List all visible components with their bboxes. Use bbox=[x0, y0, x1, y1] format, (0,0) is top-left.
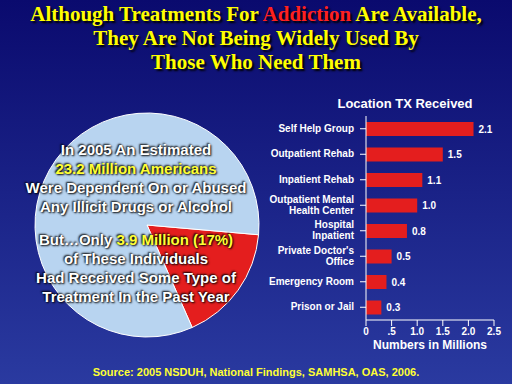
svg-text:Self Help Group: Self Help Group bbox=[278, 122, 354, 133]
html-text:Location TX Received: Location TX Received bbox=[337, 96, 473, 111]
html-text:But…Only 3.9 Million (17%): But…Only 3.9 Million (17%) bbox=[38, 231, 234, 248]
svg-text:0.8: 0.8 bbox=[412, 226, 426, 237]
svg-text:0.4: 0.4 bbox=[391, 277, 405, 288]
svg-text:Inpatient Rehab: Inpatient Rehab bbox=[279, 173, 354, 184]
svg-text:.5: .5 bbox=[387, 326, 396, 337]
svg-text:0.5: 0.5 bbox=[397, 251, 411, 262]
svg-text:2.5: 2.5 bbox=[487, 326, 501, 337]
html-text:Source: 2005 NSDUH, National F: Source: 2005 NSDUH, National Findings, S… bbox=[92, 366, 420, 378]
html-text:Those Who Need Them: Those Who Need Them bbox=[151, 50, 361, 74]
svg-text:0: 0 bbox=[363, 326, 369, 337]
svg-text:1.0: 1.0 bbox=[422, 200, 436, 211]
svg-text:Outpatient MentalHealth Center: Outpatient MentalHealth Center bbox=[270, 193, 355, 215]
svg-text:Prison or Jail: Prison or Jail bbox=[291, 301, 355, 312]
svg-text:Numbers in Millions: Numbers in Millions bbox=[373, 338, 487, 352]
html-text:of These Individuals: of These Individuals bbox=[63, 250, 209, 267]
html-text:Any Illicit Drugs or Alcohol: Any Illicit Drugs or Alcohol bbox=[40, 198, 232, 215]
svg-text:1.0: 1.0 bbox=[410, 326, 424, 337]
svg-text:Emergency Room: Emergency Room bbox=[269, 275, 354, 286]
html-text:Were Dependent On or Abused: Were Dependent On or Abused bbox=[25, 179, 247, 196]
svg-text:1.5: 1.5 bbox=[436, 326, 450, 337]
html-text:Had Received Some Type of: Had Received Some Type of bbox=[36, 269, 236, 286]
svg-text:Private Doctor'sOffice: Private Doctor'sOffice bbox=[278, 244, 355, 266]
html-text:Although Treatments For Addict: Although Treatments For Addiction Are Av… bbox=[30, 2, 482, 26]
svg-text:Outpatient Rehab: Outpatient Rehab bbox=[271, 148, 354, 159]
svg-text:2.1: 2.1 bbox=[479, 124, 493, 135]
svg-text:HospitalInpatient: HospitalInpatient bbox=[312, 219, 354, 241]
svg-text:1.1: 1.1 bbox=[427, 175, 441, 186]
html-text:23.2 Million Americans: 23.2 Million Americans bbox=[55, 160, 217, 177]
html-text:In 2005 An Estimated: In 2005 An Estimated bbox=[60, 141, 212, 158]
svg-text:2.0: 2.0 bbox=[461, 326, 475, 337]
svg-text:1.5: 1.5 bbox=[448, 149, 462, 160]
html-text:They Are Not Being Widely Used: They Are Not Being Widely Used By bbox=[93, 26, 419, 50]
html-text:Treatment In the Past Year: Treatment In the Past Year bbox=[42, 288, 230, 305]
svg-text:0.3: 0.3 bbox=[386, 302, 400, 313]
